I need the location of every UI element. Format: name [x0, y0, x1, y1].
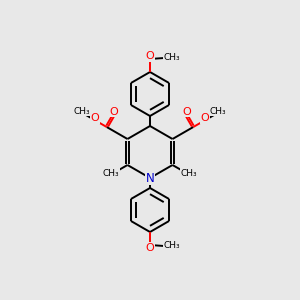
Text: O: O	[91, 113, 99, 123]
Text: CH₃: CH₃	[164, 53, 180, 62]
Text: O: O	[109, 107, 118, 117]
Text: O: O	[146, 51, 154, 61]
Text: CH₃: CH₃	[164, 242, 180, 250]
Text: CH₃: CH₃	[210, 106, 226, 116]
Text: O: O	[201, 113, 209, 123]
Text: O: O	[182, 107, 191, 117]
Text: CH₃: CH₃	[103, 169, 119, 178]
Text: O: O	[146, 243, 154, 253]
Text: N: N	[146, 172, 154, 184]
Text: CH₃: CH₃	[181, 169, 197, 178]
Text: CH₃: CH₃	[74, 106, 90, 116]
